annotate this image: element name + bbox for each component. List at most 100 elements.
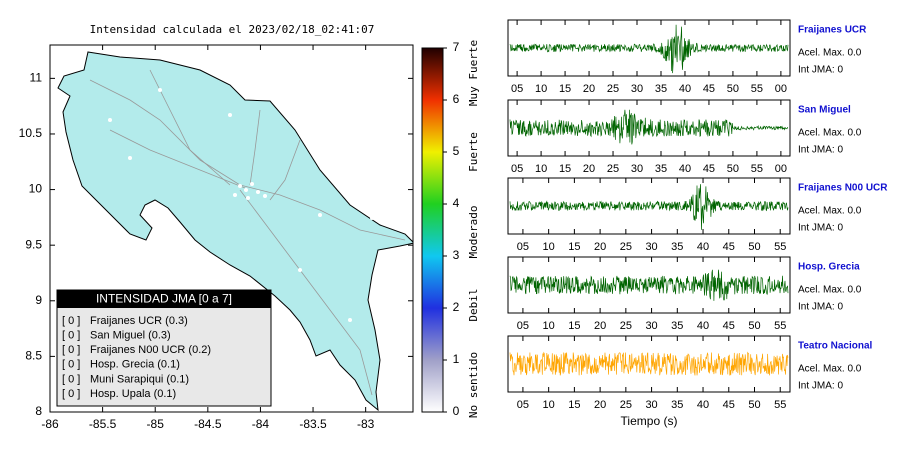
legend-label: San Miguel (0.3) — [90, 330, 171, 342]
y-tick-label: 9 — [35, 293, 42, 307]
x-tick-label: 35 — [655, 163, 667, 175]
x-tick-label: 30 — [645, 320, 657, 332]
station-dot — [246, 196, 250, 200]
x-tick-label: 55 — [774, 320, 786, 332]
x-tick-label: -84 — [252, 417, 270, 431]
legend-level: [ 0 ] — [62, 388, 80, 400]
road — [109, 129, 246, 189]
x-tick-label: 10 — [543, 399, 555, 411]
x-tick-label: 55 — [774, 241, 786, 253]
x-tick-label: 45 — [703, 163, 715, 175]
legend-label: Fraijanes UCR (0.3) — [90, 315, 188, 327]
x-tick-label: -84.5 — [194, 417, 222, 431]
x-tick-label: 25 — [620, 241, 632, 253]
x-tick-label: 15 — [568, 241, 580, 253]
colorbar-tick-label: 1 — [453, 352, 460, 366]
legend-level: [ 0 ] — [62, 344, 80, 356]
x-tick-label: 50 — [727, 163, 739, 175]
x-tick-label: 50 — [748, 241, 760, 253]
x-tick-label: 45 — [703, 83, 715, 95]
station-dot — [263, 194, 267, 198]
y-tick-label: 11 — [30, 71, 43, 85]
station-name: San Miguel — [798, 105, 851, 116]
max-accel: Acel. Max. 0.0 — [798, 206, 862, 217]
road — [239, 189, 373, 396]
waveform — [509, 269, 789, 301]
y-tick-label: 10.5 — [19, 126, 43, 140]
map-title: Intensidad calculada el 2023/02/18_02:41… — [90, 23, 375, 36]
x-tick-label: 50 — [727, 83, 739, 95]
legend-box — [56, 289, 272, 407]
x-tick-label: 05 — [511, 163, 523, 175]
colorbar-tick-label: 2 — [453, 300, 460, 314]
x-tick-label: 55 — [751, 83, 763, 95]
x-tick-label: 30 — [645, 241, 657, 253]
x-tick-label: 00 — [775, 163, 787, 175]
jma-intensity: Int JMA: 0 — [798, 223, 843, 234]
legend-level: [ 0 ] — [62, 373, 80, 385]
waveform — [509, 351, 789, 376]
x-tick-label: 25 — [620, 399, 632, 411]
x-tick-label: 25 — [620, 320, 632, 332]
x-tick-label: 45 — [723, 320, 735, 332]
colorbar-tick-label: 4 — [453, 196, 460, 210]
x-tick-label: -86 — [41, 417, 59, 431]
legend-level: [ 0 ] — [62, 359, 80, 371]
x-tick-label: 15 — [568, 320, 580, 332]
colorbar — [421, 47, 444, 413]
colorbar-label: No sentido — [467, 352, 480, 418]
colorbar-tick-label: 5 — [453, 144, 460, 158]
station-name: Fraijanes N00 UCR — [798, 183, 888, 194]
station-dot — [298, 268, 302, 272]
jma-intensity: Int JMA: 0 — [798, 145, 843, 156]
station-dot — [328, 148, 332, 152]
x-tick-label: 40 — [697, 399, 709, 411]
x-tick-label: 20 — [594, 320, 606, 332]
road — [249, 109, 261, 186]
x-tick-label: 50 — [748, 399, 760, 411]
x-tick-label: 15 — [568, 399, 580, 411]
x-tick-label: 40 — [697, 241, 709, 253]
station-name: Teatro Nacional — [798, 341, 872, 352]
x-tick-label: 05 — [517, 320, 529, 332]
x-axis-label: Tiempo (s) — [621, 414, 678, 428]
x-tick-label: -85.5 — [89, 417, 117, 431]
x-tick-label: 00 — [775, 83, 787, 95]
station-dot — [228, 113, 232, 117]
y-tick-label: 8 — [35, 404, 42, 418]
x-tick-label: 10 — [535, 83, 547, 95]
colorbar-tick-label: 3 — [453, 248, 460, 262]
map-layer — [57, 51, 413, 412]
legend-level: [ 0 ] — [62, 330, 80, 342]
x-tick-label: -83.5 — [299, 417, 327, 431]
x-tick-label: -85 — [147, 417, 165, 431]
stations — [108, 88, 374, 322]
legend-label: Hosp. Grecia (0.1) — [90, 359, 180, 371]
jma-intensity: Int JMA: 0 — [798, 302, 843, 313]
max-accel: Acel. Max. 0.0 — [798, 48, 862, 59]
x-tick-label: 40 — [697, 320, 709, 332]
station-dot — [238, 184, 242, 188]
map-frame — [49, 44, 414, 413]
x-tick-label: 05 — [517, 241, 529, 253]
country-shape — [57, 51, 413, 412]
x-tick-label: 05 — [517, 399, 529, 411]
x-tick-label: 45 — [723, 399, 735, 411]
colorbar-label: Debil — [467, 288, 480, 321]
x-tick-label: 10 — [535, 163, 547, 175]
legend-label: Hosp. Upala (0.1) — [90, 388, 176, 400]
station-dot — [370, 216, 374, 220]
y-tick-label: 9.5 — [25, 237, 42, 251]
jma-intensity: Int JMA: 0 — [798, 381, 843, 392]
colorbar-label: Fuerte — [467, 132, 480, 172]
max-accel: Acel. Max. 0.0 — [798, 285, 862, 296]
x-tick-label: 25 — [607, 163, 619, 175]
x-tick-label: 30 — [631, 163, 643, 175]
jma-intensity: Int JMA: 0 — [798, 65, 843, 76]
x-tick-label: 35 — [671, 399, 683, 411]
x-tick-label: 15 — [559, 83, 571, 95]
x-tick-label: 20 — [594, 399, 606, 411]
colorbar-tick-label: 0 — [453, 404, 460, 418]
legend-level: [ 0 ] — [62, 315, 80, 327]
